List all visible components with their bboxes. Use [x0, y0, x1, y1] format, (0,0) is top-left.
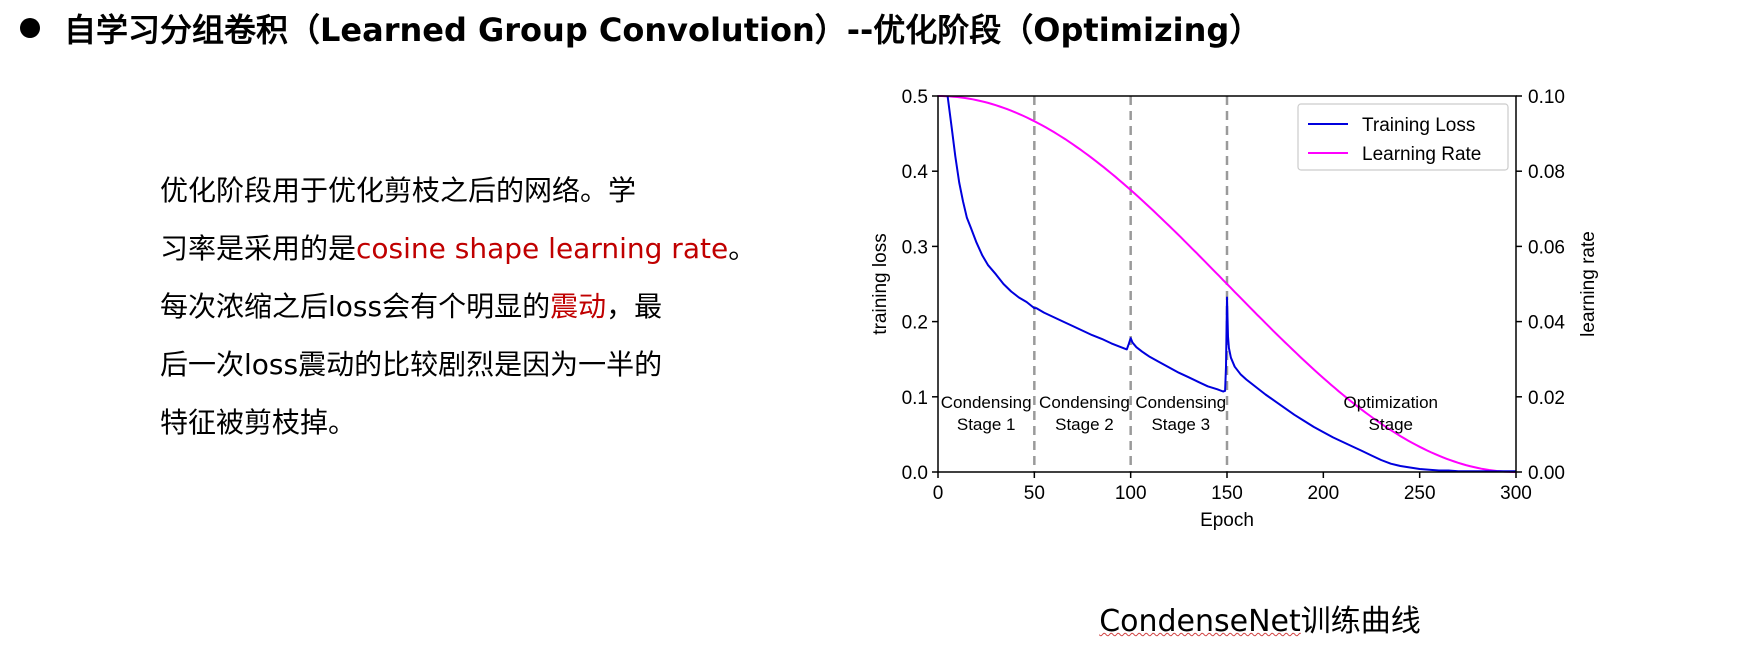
x-tick-label: 50 [1024, 483, 1045, 504]
legend-label: Learning Rate [1362, 144, 1481, 165]
y2-axis-label: learning rate [1578, 231, 1599, 337]
x-axis-label: Epoch [1200, 510, 1254, 531]
body-text-run: 优化阶段用于优化剪枝之后的网络。学 [160, 174, 637, 207]
chart-caption: CondenseNet训练曲线 [1000, 596, 1520, 640]
y2-tick-label: 0.06 [1528, 237, 1565, 258]
slide-heading: 自学习分组卷积（Learned Group Convolution）--优化阶段… [20, 4, 1261, 52]
caption-model-name: CondenseNet [1099, 604, 1301, 639]
highlighted-text: cosine shape learning rate [356, 232, 729, 265]
y-tick-label: 0.5 [902, 87, 928, 108]
body-text-run: 特征被剪枝掉。 [160, 406, 357, 439]
bullet-icon [20, 18, 40, 38]
legend-box [1297, 103, 1509, 171]
training-loss-line [946, 95, 1516, 473]
body-paragraph: 优化阶段用于优化剪枝之后的网络。学 习率是采用的是cosine shape lea… [160, 162, 760, 452]
body-text-run: ，最 [606, 290, 663, 323]
body-line: 后一次loss震动的比较剧烈是因为一半的 [160, 336, 760, 394]
legend-label: Training Loss [1362, 115, 1475, 136]
highlighted-text: 震动 [550, 290, 607, 323]
y-axis-label: training loss [870, 233, 891, 334]
x-tick-label: 150 [1211, 483, 1243, 504]
training-curve-chart: 0 50 100 150 200 250 300 0.0 0.1 0.2 0.3 0.4 0.5 0.00… [870, 87, 1599, 531]
body-text-run: 。 [728, 232, 757, 265]
body-line: 习率是采用的是cosine shape learning rate。 [160, 220, 760, 278]
body-text-run: 后一次loss震动的比较剧烈是因为一半的 [160, 348, 663, 381]
stage-annotation: Condensing [1135, 393, 1226, 412]
stage-annotation: Stage 1 [957, 415, 1016, 434]
x-tick-label: 0 [933, 483, 944, 504]
body-text-run: 每次浓缩之后loss会有个明显的 [160, 290, 551, 323]
stage-annotation: Condensing [941, 393, 1032, 412]
slide-title: 自学习分组卷积（Learned Group Convolution）--优化阶段… [64, 11, 1262, 49]
y-tick-label: 0.2 [902, 313, 928, 334]
y2-tick-label: 0.08 [1528, 162, 1565, 183]
y-tick-label: 0.1 [902, 388, 928, 409]
caption-rest: 训练曲线 [1300, 604, 1421, 639]
y-tick-label: 0.3 [902, 237, 928, 258]
y-tick-label: 0.4 [902, 162, 929, 183]
x-tick-label: 250 [1404, 483, 1436, 504]
stage-annotation: Stage 2 [1055, 415, 1114, 434]
x-tick-label: 200 [1307, 483, 1339, 504]
y2-tick-label: 0.04 [1528, 313, 1565, 334]
y2-tick-label: 0.00 [1528, 463, 1565, 484]
stage-annotation: Stage [1369, 415, 1413, 434]
x-tick-label: 100 [1115, 483, 1147, 504]
body-line: 特征被剪枝掉。 [160, 394, 760, 452]
y2-tick-label: 0.02 [1528, 388, 1565, 409]
body-line: 优化阶段用于优化剪枝之后的网络。学 [160, 162, 760, 220]
learning-rate-line [938, 95, 1516, 473]
body-line: 每次浓缩之后loss会有个明显的震动，最 [160, 278, 760, 336]
x-tick-label: 300 [1500, 483, 1532, 504]
stage-annotation: Optimization [1344, 393, 1438, 412]
body-text-run: 习率是采用的是 [160, 232, 357, 265]
stage-annotation: Stage 3 [1151, 415, 1210, 434]
stage-annotation: Condensing [1039, 393, 1130, 412]
y-tick-label: 0.0 [902, 463, 928, 484]
y2-tick-label: 0.10 [1528, 87, 1565, 108]
